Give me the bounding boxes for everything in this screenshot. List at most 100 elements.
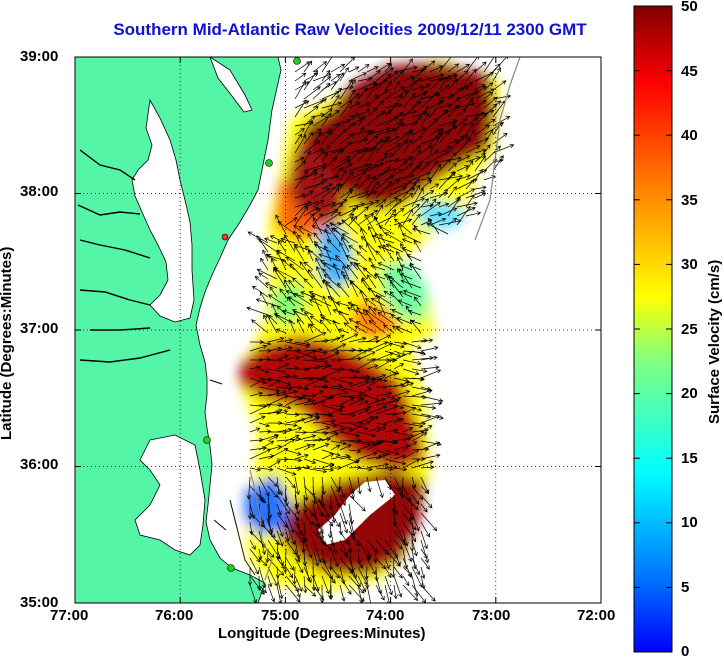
velocity-arrow <box>357 115 366 127</box>
velocity-arrow <box>267 460 281 469</box>
velocity-arrow <box>456 102 476 109</box>
velocity-arrow <box>368 320 386 334</box>
velocity-arrow <box>276 374 291 379</box>
velocity-arrow <box>447 78 458 91</box>
velocity-arrow <box>447 178 461 190</box>
velocity-arrow <box>366 82 377 100</box>
velocity-arrow <box>264 282 278 289</box>
velocity-arrow <box>393 566 403 579</box>
velocity-arrow <box>384 458 407 466</box>
velocity-arrow <box>249 415 266 424</box>
x-tick-label: 77:00 <box>50 607 89 624</box>
velocity-arrow <box>330 444 341 451</box>
velocity-arrow <box>393 584 398 600</box>
colorbar-tick-label: 30 <box>681 256 698 273</box>
velocity-arrow <box>402 422 424 429</box>
velocity-arrow <box>330 73 341 82</box>
velocity-arrow <box>339 156 351 163</box>
velocity-arrow <box>391 325 404 334</box>
velocity-arrow <box>366 462 389 469</box>
x-tick-label: 76:00 <box>155 607 194 624</box>
velocity-arrow <box>312 418 336 424</box>
velocity-arrow <box>285 394 307 406</box>
velocity-arrow <box>321 69 331 82</box>
velocity-arrow <box>402 80 417 100</box>
velocity-arrow <box>339 397 355 406</box>
station-marker <box>227 564 235 572</box>
velocity-arrow <box>393 539 403 550</box>
velocity-arrow <box>390 314 404 325</box>
velocity-arrow <box>312 148 325 154</box>
velocity-arrow <box>456 205 471 226</box>
velocity-arrow <box>339 395 363 401</box>
velocity-arrow <box>391 494 397 513</box>
axis-ticks <box>74 56 602 604</box>
velocity-arrow <box>348 421 371 433</box>
velocity-arrow <box>429 84 450 100</box>
velocity-arrow <box>398 290 413 298</box>
velocity-arrow <box>393 418 404 424</box>
velocity-arrow <box>402 449 420 460</box>
velocity-arrow <box>402 427 414 433</box>
velocity-arrow <box>483 91 494 100</box>
velocity-arrow <box>364 213 377 235</box>
velocity-arrow <box>420 369 442 379</box>
velocity-arrow <box>492 67 501 82</box>
velocity-arrow <box>411 485 424 501</box>
velocity-arrow <box>375 391 393 397</box>
velocity-arrow <box>348 494 366 512</box>
velocity-arrow <box>302 494 308 514</box>
velocity-arrow <box>393 363 405 370</box>
velocity-arrow <box>474 148 487 154</box>
velocity-arrow <box>276 521 284 538</box>
velocity-arrow <box>411 85 425 91</box>
velocity-arrow <box>429 151 449 163</box>
velocity-arrow <box>330 453 350 460</box>
velocity-arrow <box>271 303 278 316</box>
velocity-arrow <box>321 183 333 190</box>
velocity-arrow <box>474 168 483 181</box>
velocity-arrow <box>294 386 310 391</box>
velocity-arrow <box>267 294 287 307</box>
velocity-arrow <box>258 341 272 346</box>
velocity-arrow <box>402 129 414 145</box>
velocity-arrow <box>249 427 261 433</box>
velocity-arrow <box>375 153 395 163</box>
velocity-arrow <box>321 503 330 518</box>
velocity-arrow <box>330 148 344 163</box>
velocity-arrow <box>411 404 437 410</box>
station-marker <box>203 436 211 444</box>
velocity-arrow <box>447 186 457 199</box>
velocity-arrow <box>294 341 311 347</box>
velocity-arrow <box>385 243 404 253</box>
velocity-arrow <box>312 76 332 91</box>
velocity-arrow <box>429 163 442 181</box>
velocity-arrow <box>267 346 283 352</box>
velocity-arrow <box>267 368 286 374</box>
velocity-arrow <box>273 267 287 289</box>
velocity-arrow <box>303 119 313 136</box>
velocity-arrow <box>420 413 444 420</box>
velocity-arrow <box>348 347 364 353</box>
velocity-arrow <box>411 512 420 532</box>
velocity-arrow <box>348 215 358 226</box>
velocity-arrow <box>384 411 398 417</box>
velocity-arrow <box>447 122 456 136</box>
colorbar <box>633 5 673 653</box>
velocity-arrow <box>267 447 289 460</box>
velocity-arrow <box>348 78 356 91</box>
velocity-arrow <box>375 180 393 199</box>
velocity-arrow <box>401 238 413 244</box>
velocity-arrow <box>294 72 307 82</box>
velocity-arrow <box>258 467 274 472</box>
velocity-arrow <box>294 494 300 508</box>
velocity-arrow <box>258 530 267 556</box>
velocity-arrow <box>303 584 317 597</box>
velocity-arrow <box>313 243 332 253</box>
velocity-arrow <box>289 263 305 280</box>
velocity-arrow <box>322 268 332 280</box>
velocity-arrow <box>402 181 417 199</box>
velocity-arrow <box>312 390 324 397</box>
velocity-arrow <box>303 437 323 442</box>
velocity-arrow <box>474 185 487 190</box>
